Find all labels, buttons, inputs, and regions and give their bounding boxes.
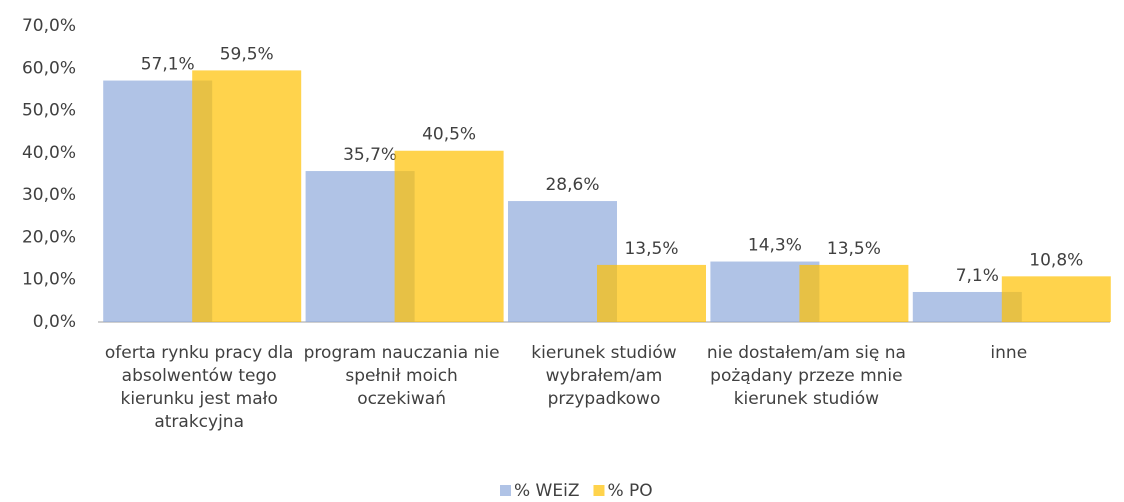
x-tick-label: inne bbox=[990, 343, 1028, 363]
data-label: 40,5% bbox=[422, 125, 476, 145]
y-tick-label: 30,0% bbox=[22, 185, 76, 205]
data-label: 13,5% bbox=[624, 239, 678, 259]
y-tick-label: 0,0% bbox=[33, 312, 76, 332]
data-label: 14,3% bbox=[748, 236, 802, 256]
data-label: 10,8% bbox=[1029, 250, 1083, 270]
data-label: 28,6% bbox=[545, 175, 599, 195]
bar bbox=[799, 264, 909, 322]
bar bbox=[192, 70, 302, 323]
legend-swatch bbox=[500, 485, 511, 496]
x-tick-label: oferta rynku pracy dla absolwentów tego … bbox=[104, 343, 294, 432]
y-tick-label: 40,0% bbox=[22, 143, 76, 163]
y-tick-label: 10,0% bbox=[22, 270, 76, 290]
y-tick-label: 50,0% bbox=[22, 101, 76, 121]
y-tick-label: 20,0% bbox=[22, 227, 76, 247]
y-tick-label: 70,0% bbox=[22, 16, 76, 36]
x-tick-label: kierunek studiów wybrałem/am przypadkowo bbox=[531, 343, 677, 409]
data-label: 7,1% bbox=[956, 266, 999, 286]
data-label: 59,5% bbox=[220, 44, 274, 64]
x-tick-label: program nauczania nie spełnił moich ocze… bbox=[303, 343, 500, 409]
data-label: 13,5% bbox=[827, 239, 881, 259]
y-tick-label: 60,0% bbox=[22, 58, 76, 78]
data-label: 57,1% bbox=[141, 55, 195, 75]
bar bbox=[597, 264, 706, 322]
bar bbox=[394, 150, 504, 322]
x-tick-label: nie dostałem/am się na pożądany przeze m… bbox=[706, 343, 906, 409]
bar bbox=[1001, 276, 1111, 322]
legend-swatch bbox=[593, 485, 605, 496]
data-label: 35,7% bbox=[343, 145, 397, 165]
legend-label: % PO bbox=[607, 481, 652, 501]
legend-label: % WEiZ bbox=[514, 481, 579, 501]
